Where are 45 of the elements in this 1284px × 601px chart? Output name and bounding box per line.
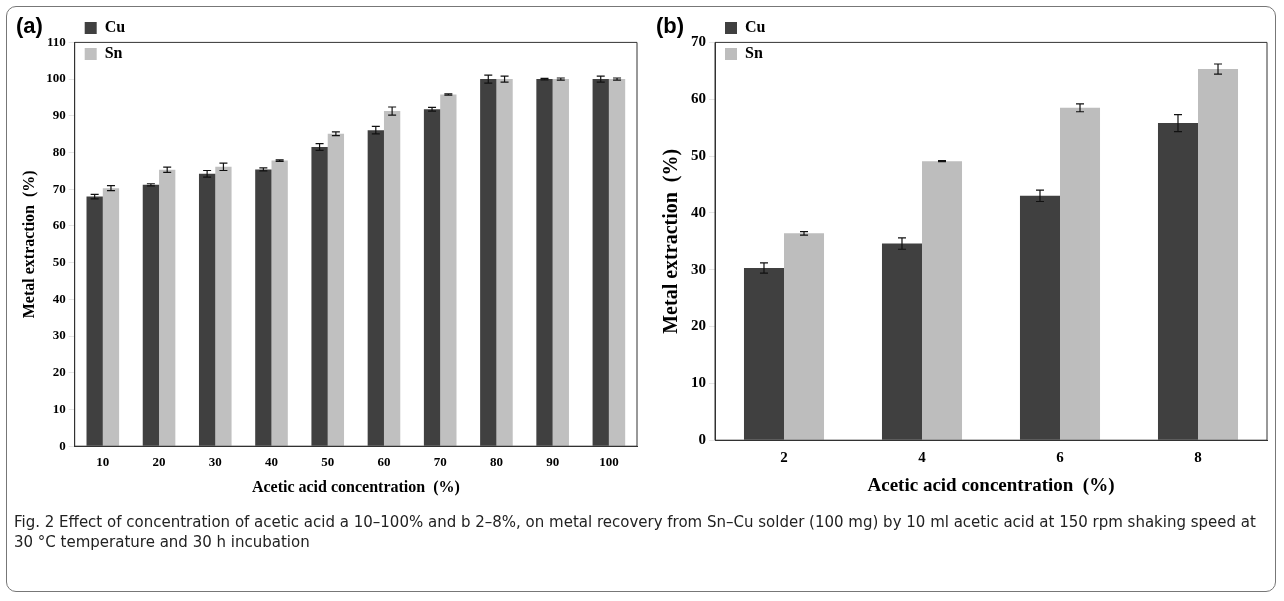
x-axis-title: Acetic acid concentration (%) (867, 473, 1115, 496)
y-axis-title: Metal extraction (%) (659, 148, 683, 334)
y-tick-label: 110 (46, 33, 66, 49)
y-tick-label: 100 (46, 70, 66, 86)
y-tick-label: 30 (52, 327, 66, 343)
x-tick-label: 20 (152, 454, 166, 470)
caption: Fig. 2 Effect of concentration of acetic acid a 10–100% and b 2–8%, on metal recovery from Sn–Cu solder (100 mg) by 10 ml acetic acid at 150 rpm shaking speed at 30 °C temperature and 30 h incubation (14, 512, 1257, 552)
y-axis-title: Metal extraction (%) (19, 170, 38, 319)
legend-label: Cu (104, 18, 126, 36)
y-tick-label: 70 (691, 33, 706, 50)
y-tick-label: 20 (52, 364, 66, 380)
y-tick-label: 40 (691, 203, 706, 220)
x-tick-label: 6 (1056, 449, 1065, 466)
x-tick-label: 2 (780, 449, 788, 466)
x-tick-label: 100 (599, 454, 619, 470)
legend-label: Cu (745, 18, 766, 36)
y-tick-label: 90 (52, 107, 66, 123)
x-tick-label: 60 (377, 454, 391, 470)
x-tick-label: 4 (918, 449, 927, 466)
y-tick-label: 10 (52, 400, 66, 416)
x-tick-label: 40 (265, 454, 279, 470)
y-tick-label: 60 (691, 90, 706, 107)
y-tick-label: 70 (52, 180, 66, 196)
x-tick-label: 50 (321, 454, 335, 470)
y-tick-label: 10 (691, 374, 706, 391)
y-tick-label: 20 (691, 317, 706, 334)
x-axis-title: Acetic acid concentration (%) (251, 477, 460, 496)
x-tick-label: 8 (1194, 449, 1202, 466)
x-tick-label: 80 (489, 454, 503, 470)
legend-label: Sn (745, 44, 763, 62)
y-tick-label: 80 (52, 143, 66, 159)
y-tick-label: 0 (698, 431, 706, 448)
chart-title: (a) (16, 13, 43, 39)
y-tick-label: 0 (59, 437, 66, 453)
chart-title: (b) (656, 13, 685, 39)
x-tick-label: 70 (433, 454, 447, 470)
y-tick-label: 40 (52, 290, 66, 306)
legend-label: Sn (104, 44, 123, 62)
x-tick-label: 10 (96, 454, 110, 470)
y-tick-label: 60 (52, 217, 66, 233)
y-tick-label: 50 (52, 254, 66, 270)
y-tick-label: 50 (691, 146, 706, 163)
y-tick-label: 30 (691, 260, 706, 277)
x-tick-label: 30 (208, 454, 222, 470)
x-tick-label: 90 (546, 454, 560, 470)
